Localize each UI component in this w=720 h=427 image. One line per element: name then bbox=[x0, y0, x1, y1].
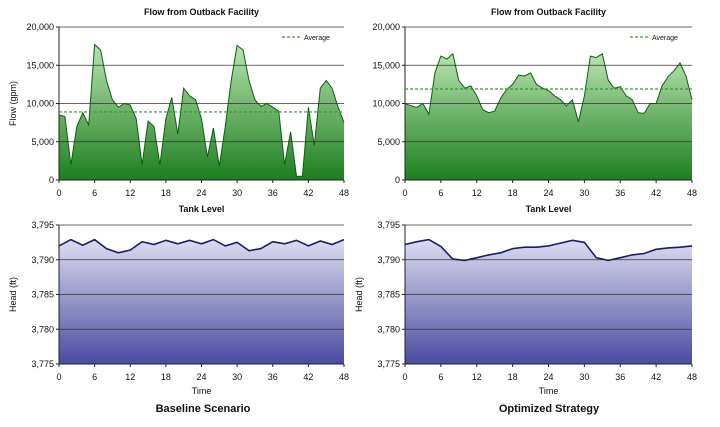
flow-baseline-xtick-label-0: 0 bbox=[56, 188, 61, 198]
tank-optimized-xtick-label-0: 0 bbox=[402, 372, 407, 382]
chart-panels: Flow from Outback Facility 0 5,000 10,000 15… bbox=[8, 7, 697, 396]
tank-optimized-xtick-label-5: 30 bbox=[579, 372, 589, 382]
tank-baseline-area-fill bbox=[59, 239, 344, 364]
flow-optimized-legend-label: Average bbox=[652, 35, 678, 42]
tank-baseline-ytick-label-2: 3,785 bbox=[31, 290, 54, 300]
flow-baseline-xtick-label-4: 24 bbox=[196, 188, 206, 198]
flow-baseline-ytick-label-2: 10,000 bbox=[26, 99, 54, 109]
tank-optimized-xtick-label-4: 24 bbox=[543, 372, 553, 382]
scenario-label-optimized: Optimized Strategy bbox=[498, 403, 600, 415]
tank-optimized-ytick-label-4: 3,795 bbox=[377, 220, 400, 230]
flow-optimized-xtick-label-5: 30 bbox=[579, 188, 589, 198]
flow-baseline-area-fill bbox=[59, 44, 344, 180]
tank-baseline-xtick-label-3: 18 bbox=[161, 372, 171, 382]
tank-optimized-xlabel: Time bbox=[539, 386, 559, 396]
tank-optimized-title: Tank Level bbox=[526, 204, 572, 214]
tank-optimized-series-line bbox=[404, 238, 693, 262]
tank-baseline-xtick-label-5: 30 bbox=[232, 372, 242, 382]
tank-baseline-xtick-label-6: 36 bbox=[268, 372, 278, 382]
flow-baseline-xtick-label-5: 30 bbox=[232, 188, 242, 198]
tank-baseline-xlabel: Time bbox=[192, 386, 212, 396]
flow-baseline-xtick-label-2: 12 bbox=[125, 188, 135, 198]
flow-optimized-ytick-label-1: 5,000 bbox=[377, 137, 400, 147]
tank-optimized-xtick-label-2: 12 bbox=[472, 372, 482, 382]
flow-optimized-title: Flow from Outback Facility bbox=[491, 7, 606, 17]
flow-baseline-xtick-label-6: 36 bbox=[268, 188, 278, 198]
flow-optimized-ytick-label-0: 0 bbox=[395, 175, 400, 185]
flow-baseline-xtick-label-8: 48 bbox=[339, 188, 349, 198]
flow-optimized-ytick-label-4: 20,000 bbox=[372, 22, 400, 32]
flow-optimized-ytick-label-2: 10,000 bbox=[372, 99, 400, 109]
flow-optimized-xtick-label-3: 18 bbox=[508, 188, 518, 198]
flow-optimized-xtick-label-6: 36 bbox=[615, 188, 625, 198]
flow-optimized-xtick-label-7: 42 bbox=[651, 188, 661, 198]
flow-optimized-xtick-label-2: 12 bbox=[472, 188, 482, 198]
flow-baseline-xtick-label-3: 18 bbox=[161, 188, 171, 198]
flow-optimized-series-line bbox=[404, 52, 693, 123]
tank-optimized-ytick-label-3: 3,790 bbox=[377, 255, 400, 265]
tank-optimized-xtick-label-6: 36 bbox=[615, 372, 625, 382]
tank-baseline-xtick-label-2: 12 bbox=[125, 372, 135, 382]
tank-optimized-xtick-label-1: 6 bbox=[438, 372, 443, 382]
flow-optimized-xtick-label-8: 48 bbox=[687, 188, 697, 198]
tank-baseline-ytick-label-4: 3,795 bbox=[31, 220, 54, 230]
scenario-label-baseline: Baseline Scenario bbox=[155, 403, 251, 415]
tank-optimized-xtick-label-3: 18 bbox=[508, 372, 518, 382]
tank-baseline-series-line bbox=[58, 238, 345, 254]
flow-baseline-ylabel: Flow (gpm) bbox=[8, 81, 18, 126]
tank-optimized-xtick-label-7: 42 bbox=[651, 372, 661, 382]
flow-baseline-series-line bbox=[58, 43, 345, 177]
flow-baseline-legend-label: Average bbox=[304, 35, 330, 42]
tank-baseline-ytick-label-0: 3,775 bbox=[31, 359, 54, 369]
tank-baseline-ylabel: Head (ft) bbox=[8, 277, 18, 312]
flow-baseline-ytick-label-4: 20,000 bbox=[26, 22, 54, 32]
flow-baseline-ytick-label-1: 5,000 bbox=[31, 137, 54, 147]
flow-optimized-area-fill bbox=[405, 53, 692, 180]
flow-baseline-title: Flow from Outback Facility bbox=[144, 7, 259, 17]
flow-baseline-ytick-label-3: 15,000 bbox=[26, 60, 54, 70]
tank-optimized-xtick-label-8: 48 bbox=[687, 372, 697, 382]
tank-optimized-ytick-label-1: 3,780 bbox=[377, 324, 400, 334]
tank-baseline-xtick-label-8: 48 bbox=[339, 372, 349, 382]
tank-optimized-ytick-label-0: 3,775 bbox=[377, 359, 400, 369]
flow-optimized-xtick-label-1: 6 bbox=[438, 188, 443, 198]
tank-optimized-ylabel: Head (ft) bbox=[354, 277, 364, 312]
flow-optimized-ytick-label-3: 15,000 bbox=[372, 60, 400, 70]
flow-baseline-xtick-label-7: 42 bbox=[303, 188, 313, 198]
tank-baseline-xtick-label-4: 24 bbox=[196, 372, 206, 382]
tank-baseline-xtick-label-7: 42 bbox=[303, 372, 313, 382]
flow-optimized-xtick-label-4: 24 bbox=[543, 188, 553, 198]
tank-optimized-area-fill bbox=[405, 239, 692, 364]
tank-baseline-ytick-label-1: 3,780 bbox=[31, 324, 54, 334]
flow-baseline-ytick-label-0: 0 bbox=[49, 175, 54, 185]
tank-baseline-ytick-label-3: 3,790 bbox=[31, 255, 54, 265]
tank-baseline-title: Tank Level bbox=[179, 204, 225, 214]
flow-baseline-xtick-label-1: 6 bbox=[92, 188, 97, 198]
flow-optimized-xtick-label-0: 0 bbox=[402, 188, 407, 198]
tank-optimized-ytick-label-2: 3,785 bbox=[377, 290, 400, 300]
tank-baseline-xtick-label-1: 6 bbox=[92, 372, 97, 382]
tank-baseline-xtick-label-0: 0 bbox=[56, 372, 61, 382]
